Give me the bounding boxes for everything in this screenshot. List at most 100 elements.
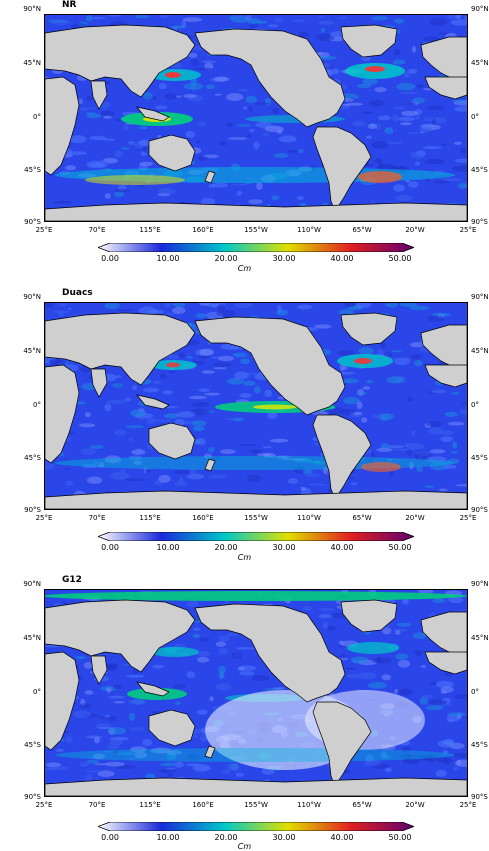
ocean-texture <box>185 130 195 138</box>
ocean-texture <box>352 120 365 127</box>
landmass <box>340 24 398 58</box>
map-area <box>44 14 468 222</box>
map-area <box>44 589 468 797</box>
lon-label: 25°E <box>35 226 53 234</box>
lat-label: 45°S <box>471 454 488 462</box>
ocean-texture <box>126 757 138 760</box>
ocean-texture <box>225 417 240 421</box>
ocean-texture <box>196 650 211 657</box>
landmass <box>148 709 196 747</box>
ocean-texture <box>322 621 329 630</box>
ocean-texture <box>385 767 392 773</box>
ocean-texture <box>414 452 433 458</box>
ocean-texture <box>143 387 159 393</box>
ocean-texture <box>212 182 228 188</box>
ocean-texture <box>269 438 289 443</box>
ocean-texture <box>343 98 355 102</box>
ocean-texture <box>232 352 248 358</box>
lon-label: 160°E <box>192 226 214 234</box>
ocean-texture <box>404 755 425 758</box>
ocean-texture <box>79 703 92 709</box>
current-feature <box>151 647 199 657</box>
ocean-texture <box>166 773 174 777</box>
ocean-texture <box>452 165 467 172</box>
ocean-texture <box>189 468 197 475</box>
ocean-texture <box>317 55 337 60</box>
ocean-texture <box>109 738 124 746</box>
ocean-texture <box>376 349 384 354</box>
ocean-texture <box>214 76 230 82</box>
colorbar-tick: 50.00 <box>388 543 412 552</box>
colorbar-tick: 0.00 <box>101 833 119 842</box>
ocean-texture <box>448 596 464 604</box>
ocean-texture <box>86 476 103 484</box>
landmass <box>136 394 170 410</box>
ocean-texture <box>231 651 242 660</box>
ocean-texture <box>192 633 200 638</box>
ocean-texture <box>104 663 117 670</box>
ocean-texture <box>401 599 409 605</box>
ocean-texture <box>432 598 446 603</box>
lon-label: 110°W <box>297 514 321 522</box>
ocean-texture <box>189 395 207 400</box>
ocean-texture <box>276 309 288 316</box>
colorbar-tick: 20.00 <box>214 254 238 263</box>
ocean-texture <box>421 694 433 699</box>
ocean-texture <box>197 656 210 663</box>
lon-label: 65°W <box>352 226 372 234</box>
ocean-texture <box>462 401 467 405</box>
ocean-texture <box>273 153 289 159</box>
panel-title: NR <box>62 0 77 10</box>
ocean-texture <box>89 135 107 141</box>
ocean-texture <box>374 158 383 164</box>
colorbar <box>98 243 414 252</box>
ocean-texture <box>137 407 145 413</box>
ocean-texture <box>212 456 221 461</box>
colorbar-gradient <box>98 532 414 541</box>
ocean-texture <box>192 425 205 432</box>
ocean-texture <box>395 653 409 660</box>
ocean-texture <box>198 637 210 642</box>
ocean-texture <box>236 772 244 777</box>
ocean-texture <box>458 182 467 189</box>
map-area <box>44 302 468 510</box>
ocean-texture <box>405 103 416 106</box>
ocean-texture <box>382 755 391 759</box>
lon-label: 25°E <box>35 801 53 809</box>
landmass <box>312 701 372 787</box>
ocean-texture <box>394 18 404 24</box>
ocean-texture <box>412 97 425 104</box>
ocean-texture <box>51 19 71 25</box>
ocean-texture <box>452 766 459 772</box>
ocean-texture <box>183 94 197 98</box>
ocean-texture <box>438 32 448 35</box>
ocean-texture <box>435 769 447 777</box>
ocean-texture <box>437 757 448 763</box>
ocean-texture <box>410 353 422 360</box>
ocean-texture <box>379 413 394 420</box>
ocean-texture <box>84 412 91 418</box>
ocean-texture <box>297 31 309 37</box>
ocean-texture <box>213 367 226 370</box>
ocean-texture <box>455 484 467 487</box>
lat-label: 45°S <box>471 166 488 174</box>
ocean-texture <box>346 673 360 678</box>
landmass <box>148 134 196 172</box>
ocean-texture <box>442 750 449 755</box>
colorbar-tick: 20.00 <box>214 543 238 552</box>
lat-label: 0° <box>33 688 41 696</box>
ocean-texture <box>198 121 207 127</box>
lon-label: 65°W <box>352 514 372 522</box>
ocean-texture <box>409 305 429 311</box>
ocean-texture <box>378 163 384 170</box>
lon-label: 160°E <box>192 514 214 522</box>
ocean-texture <box>218 647 229 655</box>
ocean-texture <box>190 408 210 416</box>
ocean-texture <box>356 401 363 409</box>
ocean-texture <box>365 135 372 139</box>
ocean-texture <box>456 759 462 766</box>
colorbar-tick: 10.00 <box>156 254 180 263</box>
ocean-texture <box>230 763 240 772</box>
ocean-texture <box>150 747 171 754</box>
ocean-texture <box>86 113 101 119</box>
